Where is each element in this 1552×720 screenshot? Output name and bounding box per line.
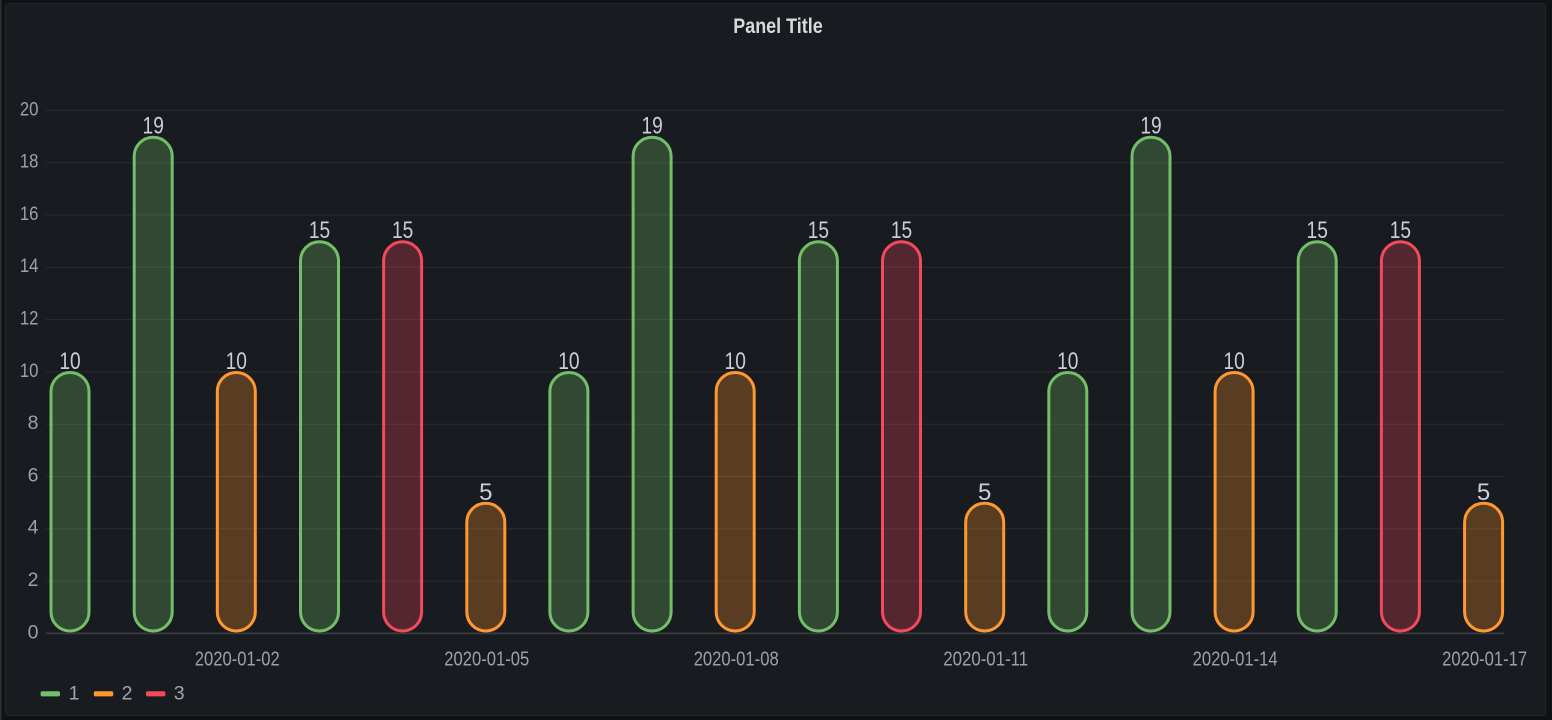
svg-text:15: 15 xyxy=(1390,217,1411,244)
svg-text:2: 2 xyxy=(122,682,133,704)
svg-text:18: 18 xyxy=(20,151,39,173)
svg-text:2020-01-05: 2020-01-05 xyxy=(444,649,529,671)
svg-text:19: 19 xyxy=(143,113,164,140)
svg-text:2020-01-02: 2020-01-02 xyxy=(195,649,280,671)
svg-text:12: 12 xyxy=(20,308,39,330)
svg-text:2020-01-11: 2020-01-11 xyxy=(943,649,1028,671)
svg-text:10: 10 xyxy=(1057,348,1078,375)
svg-text:4: 4 xyxy=(28,517,39,539)
svg-text:15: 15 xyxy=(392,217,413,244)
svg-text:2020-01-14: 2020-01-14 xyxy=(1193,649,1278,671)
svg-text:10: 10 xyxy=(59,348,80,375)
svg-text:5: 5 xyxy=(479,479,492,506)
svg-text:15: 15 xyxy=(1307,217,1328,244)
svg-text:10: 10 xyxy=(558,348,579,375)
svg-text:1: 1 xyxy=(69,682,80,704)
svg-text:14: 14 xyxy=(20,255,39,277)
svg-text:2020-01-17: 2020-01-17 xyxy=(1442,649,1527,671)
svg-text:10: 10 xyxy=(1223,348,1244,375)
svg-text:15: 15 xyxy=(891,217,912,244)
svg-text:8: 8 xyxy=(28,412,39,434)
svg-text:10: 10 xyxy=(725,348,746,375)
svg-text:20: 20 xyxy=(20,98,39,120)
svg-text:3: 3 xyxy=(174,682,185,704)
svg-text:19: 19 xyxy=(641,113,662,140)
svg-text:15: 15 xyxy=(309,217,330,244)
svg-text:15: 15 xyxy=(808,217,829,244)
svg-text:10: 10 xyxy=(226,348,247,375)
svg-text:5: 5 xyxy=(978,479,991,506)
svg-text:0: 0 xyxy=(28,621,39,643)
svg-text:16: 16 xyxy=(20,203,39,225)
svg-text:10: 10 xyxy=(20,360,39,382)
svg-text:2020-01-08: 2020-01-08 xyxy=(694,649,779,671)
svg-text:19: 19 xyxy=(1140,113,1161,140)
svg-text:6: 6 xyxy=(28,464,39,486)
svg-text:5: 5 xyxy=(1477,479,1490,506)
svg-text:Panel Title: Panel Title xyxy=(733,14,823,38)
svg-text:2: 2 xyxy=(28,569,39,591)
